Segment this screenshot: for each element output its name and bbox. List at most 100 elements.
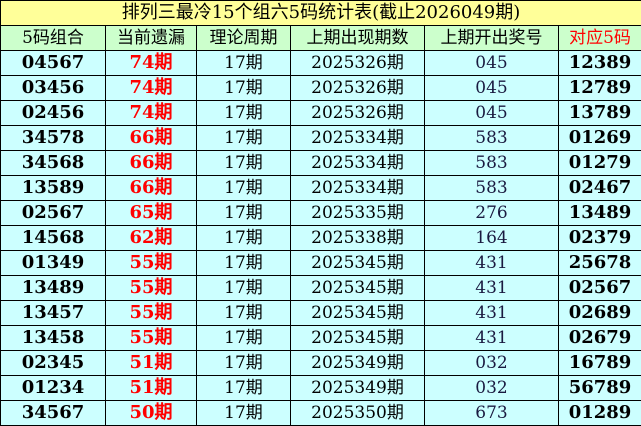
miss-cell: 66期 [105,125,197,151]
match-cell: 56789 [557,375,641,401]
combo-cell: 13589 [0,175,106,201]
prize-cell: 583 [424,125,559,151]
cycle-cell: 17期 [196,375,291,401]
combo-cell: 01234 [0,375,106,401]
prize-cell: 045 [424,75,559,101]
last-issue-cell: 2025349期 [290,375,425,401]
miss-cell: 51期 [105,350,197,376]
match-cell: 16789 [557,350,641,376]
cycle-cell: 17期 [196,300,291,326]
miss-cell: 55期 [105,250,197,276]
match-cell: 01279 [557,150,641,176]
match-cell: 13489 [557,200,641,226]
title-row: 排列三最冷15个组六5码统计表(截止2026049期) [0,0,641,26]
table-row: 13589 66期 17期 2025334期 583 02467 [0,175,641,201]
table-row: 13458 55期 17期 2025345期 431 02679 [0,325,641,351]
miss-cell: 55期 [105,300,197,326]
table-row: 13457 55期 17期 2025345期 431 02689 [0,300,641,326]
prize-cell: 583 [424,175,559,201]
combo-cell: 03456 [0,75,106,101]
cycle-cell: 17期 [196,400,291,426]
prize-cell: 583 [424,150,559,176]
table-row: 01349 55期 17期 2025345期 431 25678 [0,250,641,276]
match-cell: 02467 [557,175,641,201]
last-issue-cell: 2025326期 [290,50,425,76]
last-issue-cell: 2025326期 [290,75,425,101]
match-cell: 02379 [557,225,641,251]
last-issue-cell: 2025345期 [290,325,425,351]
miss-cell: 51期 [105,375,197,401]
miss-cell: 74期 [105,50,197,76]
miss-cell: 62期 [105,225,197,251]
last-issue-cell: 2025335期 [290,200,425,226]
table-row: 04567 74期 17期 2025326期 045 12389 [0,50,641,76]
table-row: 03456 74期 17期 2025326期 045 12789 [0,75,641,101]
last-issue-cell: 2025345期 [290,250,425,276]
combo-cell: 01349 [0,250,106,276]
prize-cell: 164 [424,225,559,251]
prize-cell: 045 [424,100,559,126]
combo-cell: 13458 [0,325,106,351]
last-issue-cell: 2025334期 [290,125,425,151]
table-title: 排列三最冷15个组六5码统计表(截止2026049期) [0,0,641,26]
cycle-cell: 17期 [196,200,291,226]
table-row: 14568 62期 17期 2025338期 164 02379 [0,225,641,251]
miss-cell: 66期 [105,175,197,201]
cycle-cell: 17期 [196,125,291,151]
prize-cell: 431 [424,325,559,351]
cycle-cell: 17期 [196,50,291,76]
last-issue-cell: 2025350期 [290,400,425,426]
match-cell: 13789 [557,100,641,126]
match-cell: 02689 [557,300,641,326]
cycle-cell: 17期 [196,175,291,201]
match-cell: 25678 [557,250,641,276]
cycle-cell: 17期 [196,225,291,251]
combo-cell: 34578 [0,125,106,151]
miss-cell: 74期 [105,100,197,126]
header-prize: 上期开出奖号 [424,25,559,51]
combo-cell: 02456 [0,100,106,126]
prize-cell: 431 [424,300,559,326]
header-cycle: 理论周期 [196,25,291,51]
match-cell: 02567 [557,275,641,301]
header-miss: 当前遗漏 [105,25,197,51]
table-row: 02456 74期 17期 2025326期 045 13789 [0,100,641,126]
combo-cell: 14568 [0,225,106,251]
cycle-cell: 17期 [196,350,291,376]
miss-cell: 74期 [105,75,197,101]
cycle-cell: 17期 [196,250,291,276]
match-cell: 01269 [557,125,641,151]
table-row: 34578 66期 17期 2025334期 583 01269 [0,125,641,151]
match-cell: 12789 [557,75,641,101]
match-cell: 01289 [557,400,641,426]
combo-cell: 04567 [0,50,106,76]
miss-cell: 50期 [105,400,197,426]
header-match: 对应5码 [557,25,641,51]
prize-cell: 276 [424,200,559,226]
cycle-cell: 17期 [196,75,291,101]
prize-cell: 431 [424,250,559,276]
prize-cell: 673 [424,400,559,426]
last-issue-cell: 2025349期 [290,350,425,376]
table-row: 02345 51期 17期 2025349期 032 16789 [0,350,641,376]
combo-cell: 13457 [0,300,106,326]
table-row: 01234 51期 17期 2025349期 032 56789 [0,375,641,401]
match-cell: 12389 [557,50,641,76]
prize-cell: 045 [424,50,559,76]
header-last-issue: 上期出现期数 [290,25,425,51]
table-row: 02567 65期 17期 2025335期 276 13489 [0,200,641,226]
cycle-cell: 17期 [196,100,291,126]
miss-cell: 55期 [105,325,197,351]
table-row: 34568 66期 17期 2025334期 583 01279 [0,150,641,176]
miss-cell: 55期 [105,275,197,301]
cycle-cell: 17期 [196,325,291,351]
table-row: 34567 50期 17期 2025350期 673 01289 [0,400,641,426]
last-issue-cell: 2025334期 [290,175,425,201]
match-cell: 02679 [557,325,641,351]
cycle-cell: 17期 [196,150,291,176]
last-issue-cell: 2025326期 [290,100,425,126]
combo-cell: 34568 [0,150,106,176]
combo-cell: 02345 [0,350,106,376]
last-issue-cell: 2025345期 [290,275,425,301]
